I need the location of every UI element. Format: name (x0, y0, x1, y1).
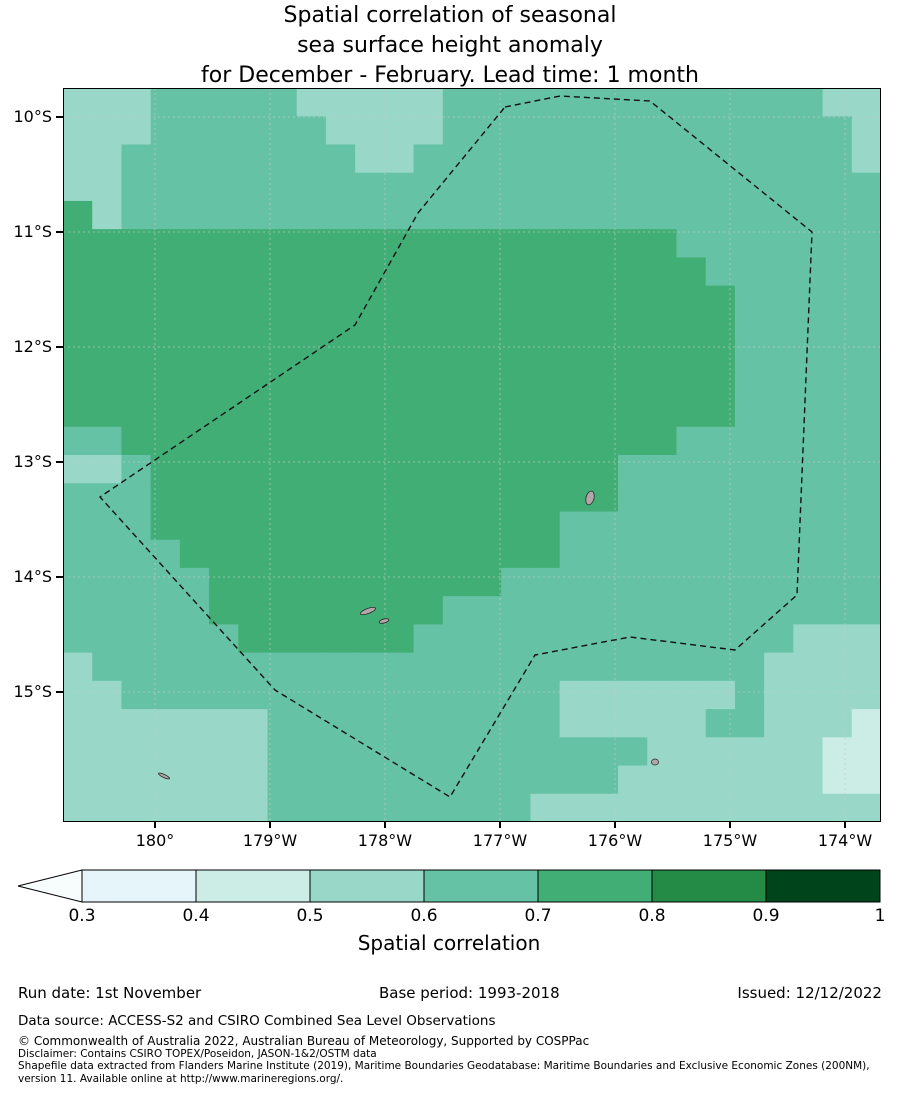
chart-title-line1: Spatial correlation of seasonal (283, 3, 617, 28)
x-axis-tick-label: 180° (135, 831, 175, 850)
colorbar-tick-label: 0.8 (638, 906, 666, 926)
y-axis-tick (56, 116, 63, 118)
x-axis-tick-label: 174°W (817, 831, 873, 850)
y-axis-tick (56, 691, 63, 693)
colorbar-label: Spatial correlation (357, 931, 541, 955)
copyright-text: © Commonwealth of Australia 2022, Austra… (18, 1034, 590, 1048)
x-axis-tick (729, 822, 731, 828)
shapefile-attribution-text: Shapefile data extracted from Flanders M… (18, 1060, 870, 1085)
map-border (63, 88, 881, 822)
x-axis-tick-label: 176°W (587, 831, 643, 850)
x-axis-tick (844, 822, 846, 828)
issued-date-text: Issued: 12/12/2022 (737, 984, 882, 1002)
base-period-text: Base period: 1993-2018 (378, 984, 560, 1002)
y-axis-tick (56, 231, 63, 233)
island-shapes (158, 490, 659, 780)
x-axis-tick (614, 822, 616, 828)
data-source-text: Data source: ACCESS-S2 and CSIRO Combine… (18, 1013, 496, 1029)
colorbar-tick-label: 1 (874, 906, 886, 926)
y-axis-tick-label: 13°S (13, 451, 52, 471)
colorbar-tick-label: 0.4 (182, 906, 210, 926)
colorbar-tick-label: 0.5 (296, 906, 324, 926)
chart-title-line2: sea surface height anomaly (297, 33, 603, 58)
y-axis-tick-label: 12°S (13, 337, 52, 357)
y-axis-tick-label: 10°S (13, 106, 52, 126)
x-axis-tick (154, 822, 156, 828)
heatmap-cells (63, 88, 881, 822)
x-axis-tick-label: 177°W (472, 831, 528, 850)
eez-boundary-line (99, 95, 813, 798)
chart-title: Spatial correlation of seasonal sea surf… (0, 1, 900, 91)
y-axis-tick-label: 15°S (13, 682, 52, 701)
y-axis-tick-label: 14°S (13, 566, 52, 586)
x-axis-tick-label: 179°W (242, 831, 298, 850)
run-info-row: Run date: 1st November Base period: 1993… (18, 984, 882, 1002)
y-axis-tick (56, 346, 63, 348)
x-axis-tick-label: 178°W (357, 831, 413, 850)
x-axis-tick (499, 822, 501, 828)
colorbar-tick-label: 0.6 (410, 906, 438, 926)
x-axis-tick (384, 822, 386, 828)
degree-gridlines (63, 88, 881, 822)
colorbar-tick-label: 0.9 (752, 906, 780, 926)
run-date-text: Run date: 1st November (18, 984, 202, 1002)
colorbar (17, 869, 881, 903)
chart-title-line3: for December - February. Lead time: 1 mo… (201, 63, 699, 88)
colorbar-tick-label: 0.3 (68, 906, 96, 926)
x-axis-tick (269, 822, 271, 828)
correlation-heatmap (63, 88, 881, 822)
map-plot-area (63, 88, 881, 822)
disclaimer-text: Disclaimer: Contains CSIRO TOPEX/Poseido… (18, 1048, 377, 1060)
x-axis-tick-label: 175°W (702, 831, 758, 850)
colorbar-tick-label: 0.7 (524, 906, 552, 926)
y-axis-tick (56, 576, 63, 578)
y-axis-tick-label: 11°S (13, 222, 52, 241)
y-axis-tick (56, 461, 63, 463)
colorbar-under-arrow (17, 869, 83, 903)
